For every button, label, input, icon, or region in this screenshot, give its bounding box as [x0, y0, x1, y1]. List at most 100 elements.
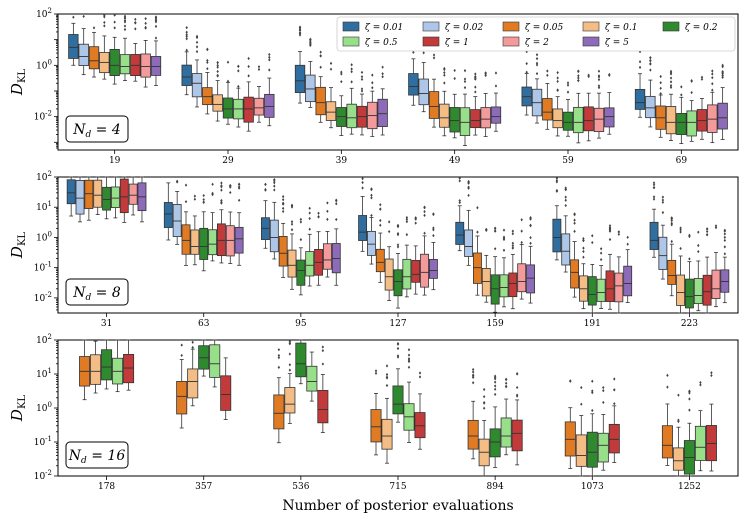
- outlier-point: [690, 79, 693, 83]
- outlier-point: [652, 181, 656, 185]
- box-zeta-0.02-49: [418, 78, 429, 106]
- outlier-point: [264, 188, 267, 192]
- box-zeta-0.01-49: [408, 73, 419, 96]
- legend-label: ζ = 0.01: [365, 23, 403, 33]
- outlier-point: [493, 384, 497, 388]
- outlier-point: [379, 207, 382, 211]
- outlier-point: [273, 181, 276, 185]
- outlier-point: [659, 92, 662, 96]
- y-tick-label: 10-2: [34, 469, 52, 482]
- outlier-point: [723, 235, 727, 239]
- x-tick-label: 59: [562, 156, 574, 166]
- panel-2: 10-2 10-1 100 101 102 DKL 31 63 95 127 159 191 223 Nd…: [8, 170, 739, 329]
- outlier-point: [195, 50, 199, 54]
- outlier-point: [407, 358, 411, 362]
- outlier-point: [617, 230, 621, 234]
- outlier-point: [504, 385, 508, 389]
- outlier-point: [237, 182, 241, 187]
- outlier-point: [520, 240, 523, 245]
- outlier-point: [144, 21, 147, 25]
- outlier-point: [679, 228, 682, 232]
- x-tick-label: 63: [198, 319, 210, 329]
- y-tick-label: 100: [36, 58, 52, 71]
- outlier-point: [154, 24, 158, 28]
- box-zeta-2-127: [420, 253, 429, 288]
- outlier-point: [626, 242, 629, 246]
- outlier-point: [608, 73, 611, 78]
- outlier-point: [396, 225, 400, 229]
- outlier-point: [443, 67, 446, 72]
- box-zeta-0.02-223: [658, 236, 668, 270]
- box-zeta-0.02-19: [78, 43, 89, 66]
- outlier-point: [370, 196, 373, 200]
- outlier-point: [723, 229, 727, 233]
- outlier-point: [220, 198, 223, 203]
- outlier-point: [677, 393, 680, 397]
- outlier-point: [277, 348, 281, 352]
- box-zeta-0.5-19: [119, 54, 131, 75]
- outlier-point: [573, 221, 576, 225]
- outlier-point: [471, 370, 475, 374]
- outlier-point: [277, 353, 281, 358]
- box-zeta-0.1-59: [552, 108, 563, 129]
- outlier-point: [649, 56, 652, 60]
- x-tick-label: 49: [449, 156, 461, 166]
- outlier-point: [688, 257, 691, 261]
- outlier-point: [591, 379, 594, 383]
- outlier-point: [659, 81, 662, 85]
- box-zeta-0.02-39: [305, 74, 316, 103]
- box-zeta-5-39: [377, 98, 388, 127]
- outlier-point: [608, 224, 612, 228]
- outlier-point: [649, 68, 652, 72]
- outlier-point: [690, 90, 693, 95]
- outlier-point: [335, 217, 338, 222]
- outlier-point: [216, 63, 219, 67]
- outlier-point: [638, 65, 642, 69]
- outlier-point: [661, 198, 665, 202]
- y-tick-label: 102: [36, 7, 52, 20]
- outlier-point: [288, 339, 292, 343]
- outlier-point: [206, 48, 209, 52]
- outlier-point: [396, 346, 400, 351]
- box-zeta-0.2-223: [685, 278, 694, 309]
- outlier-point: [370, 187, 373, 191]
- legend-swatch: [342, 21, 360, 32]
- outlier-point: [458, 201, 461, 205]
- outlier-point: [564, 195, 567, 199]
- box-zeta-1-31: [119, 178, 129, 214]
- outlier-point: [556, 71, 559, 75]
- outlier-point: [335, 202, 338, 206]
- outlier-point: [226, 60, 230, 64]
- outlier-point: [485, 228, 488, 233]
- box-zeta-0.2-31: [102, 186, 111, 211]
- outlier-point: [566, 90, 570, 94]
- nd-label: Nd = 8: [72, 285, 121, 303]
- outlier-point: [458, 199, 461, 203]
- outlier-point: [321, 349, 325, 353]
- outlier-point: [504, 381, 508, 385]
- outlier-point: [329, 61, 333, 66]
- outlier-point: [405, 215, 409, 220]
- legend-label: ζ = 2: [525, 38, 549, 48]
- outlier-point: [556, 79, 559, 84]
- outlier-point: [309, 37, 312, 41]
- outlier-point: [714, 224, 718, 228]
- box-zeta-0.5-894: [500, 417, 512, 448]
- box-zeta-0.01-19: [68, 34, 79, 59]
- box-zeta-0.1-1073: [575, 434, 587, 467]
- outlier-point: [185, 30, 188, 34]
- outlier-point: [669, 76, 673, 80]
- outlier-point: [257, 67, 261, 72]
- outlier-point: [191, 345, 194, 350]
- outlier-point: [669, 80, 673, 84]
- box-zeta-1-536: [317, 390, 329, 424]
- outlier-point: [474, 90, 477, 94]
- outlier-point: [407, 365, 411, 369]
- outlier-point: [591, 408, 594, 413]
- outlier-point: [582, 239, 585, 243]
- box-zeta-0.02-63: [172, 204, 182, 237]
- outlier-point: [195, 45, 199, 49]
- outlier-point: [396, 233, 400, 237]
- panel-3: 10-2 10-1 100 101 102 DKL 178 357 536 715 894 1073 1…: [8, 333, 739, 492]
- outlier-point: [493, 392, 497, 397]
